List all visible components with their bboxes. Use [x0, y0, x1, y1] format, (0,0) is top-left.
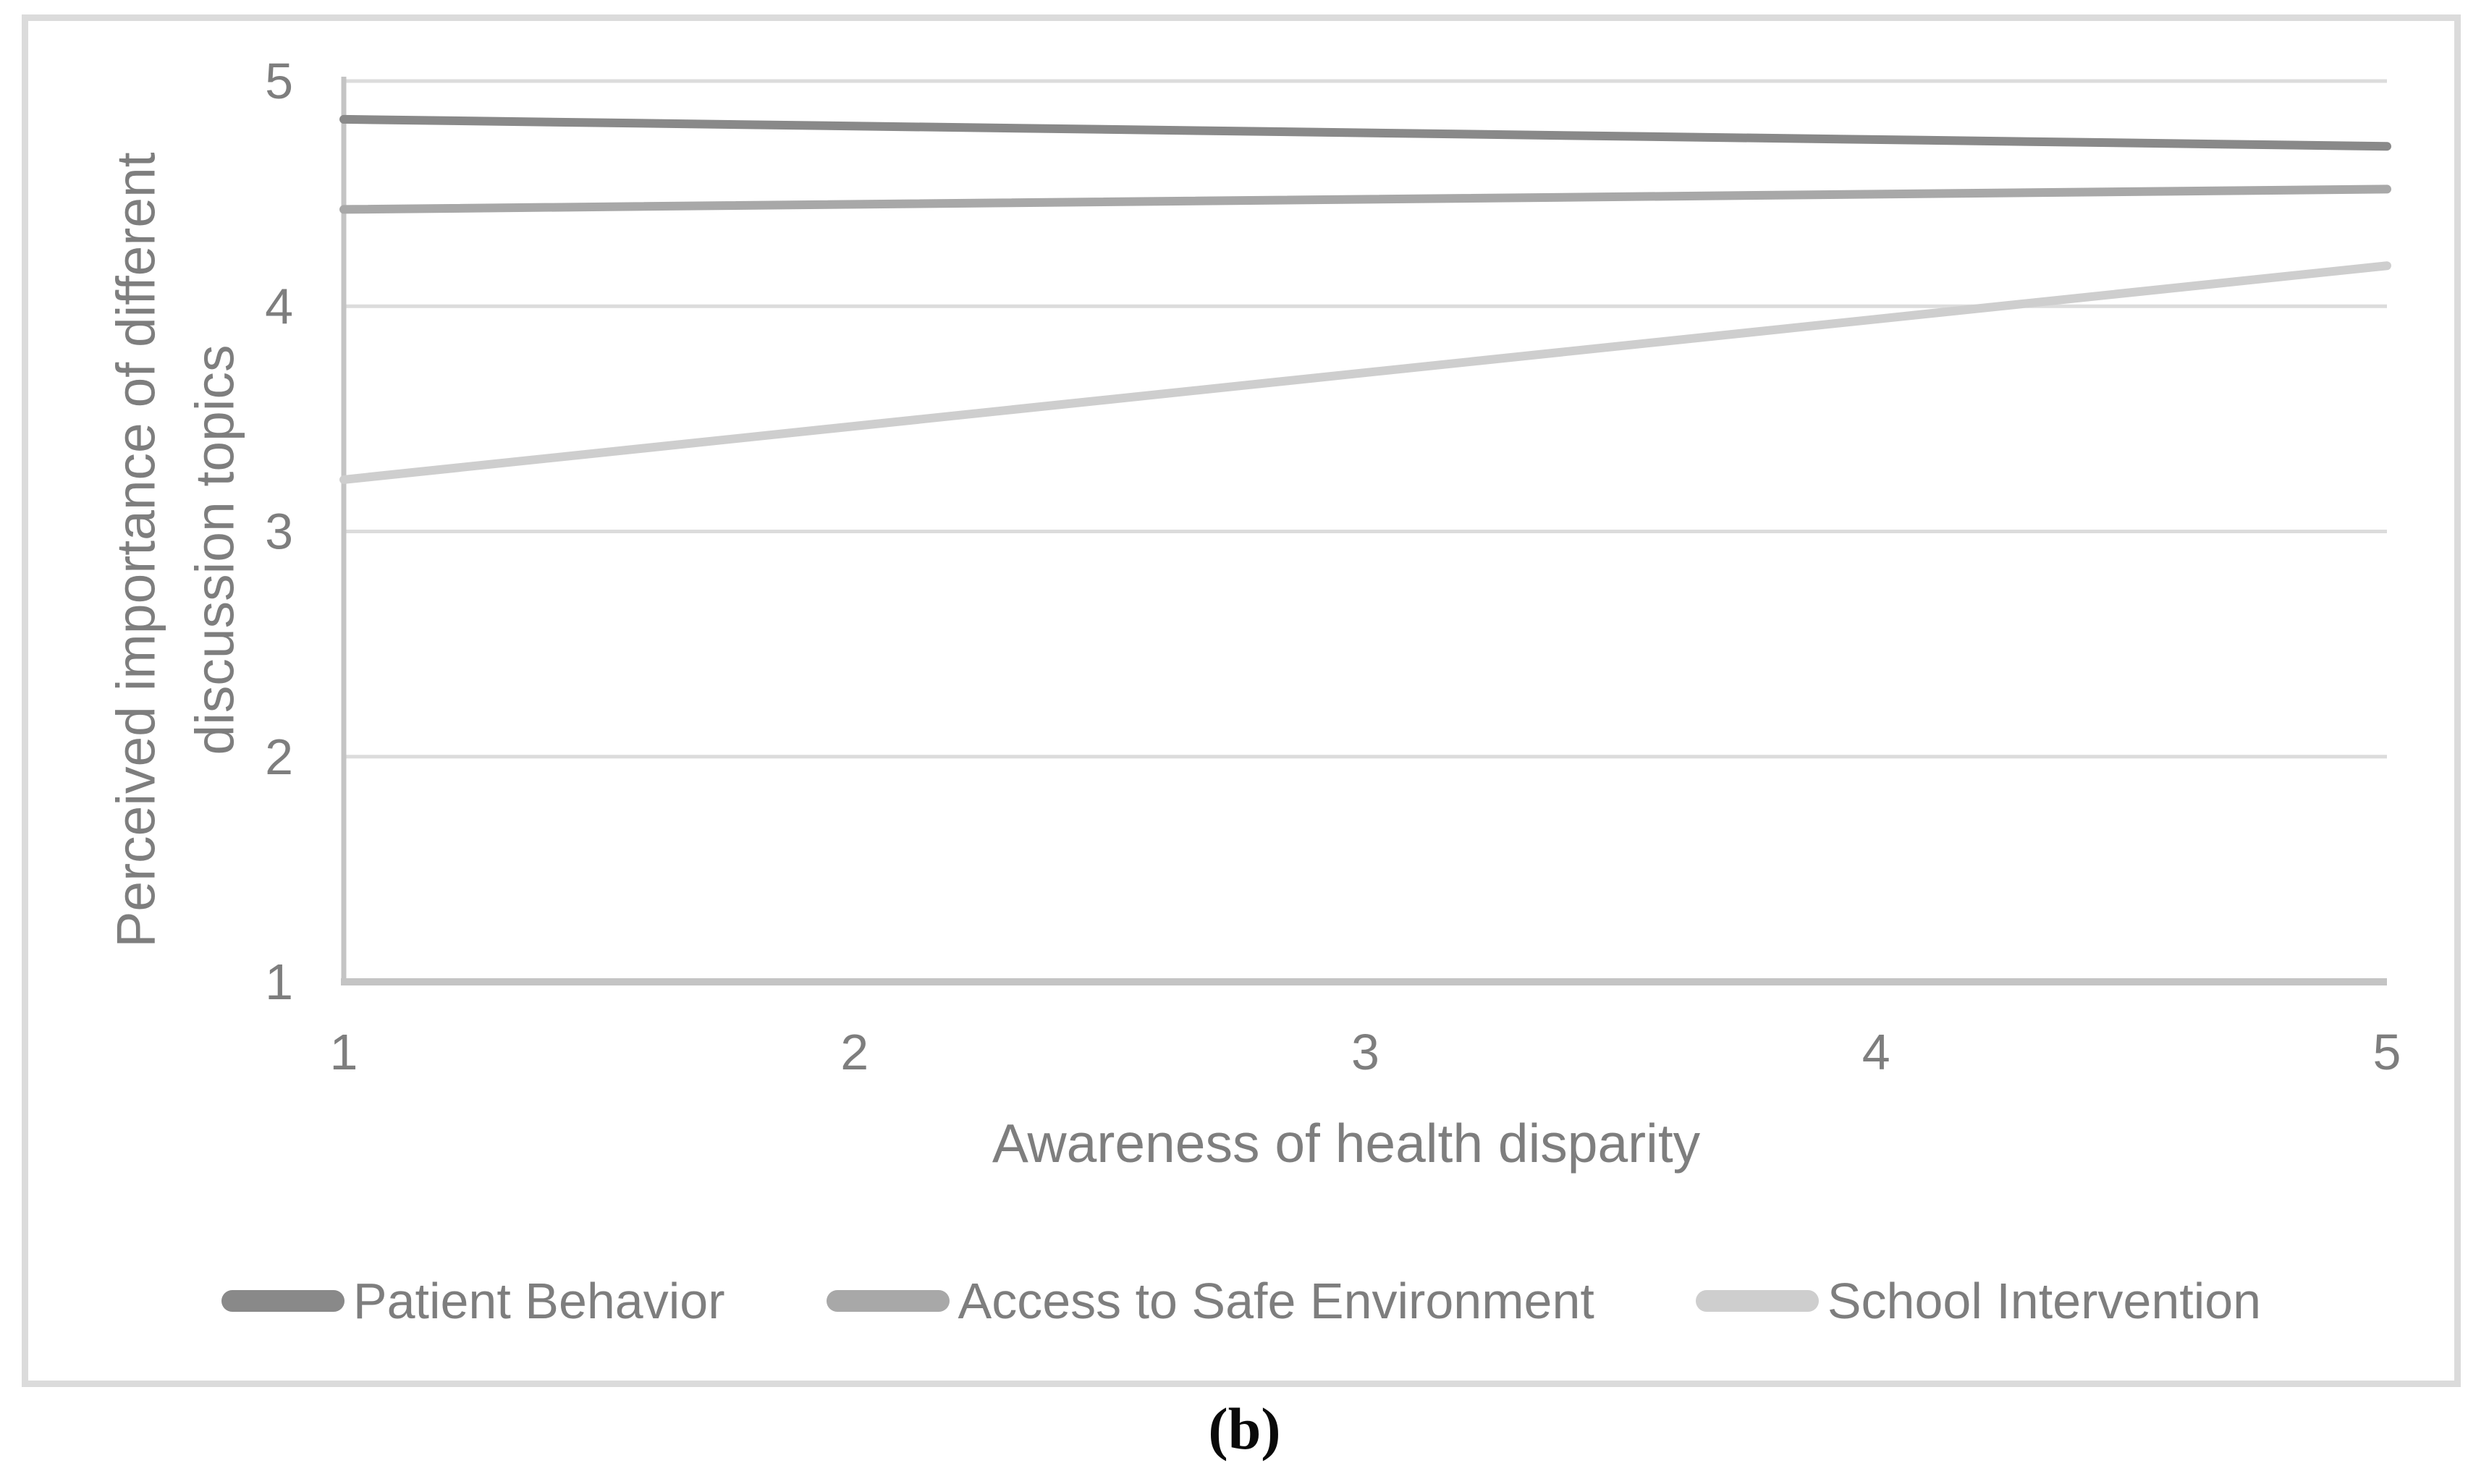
legend-line-swatch-icon	[1695, 1290, 1819, 1312]
legend-label: School Intervention	[1827, 1273, 2262, 1329]
y-tick-label: 4	[265, 278, 293, 334]
legend-item: Access to Safe Environment	[826, 1272, 1594, 1330]
y-tick-label: 1	[265, 954, 293, 1010]
y-tick-label: 5	[265, 53, 293, 109]
chart-legend: Patient Behavior Access to Safe Environm…	[22, 1272, 2461, 1330]
series-line	[339, 185, 2391, 214]
legend-line-swatch-icon	[221, 1290, 345, 1312]
legend-label: Access to Safe Environment	[958, 1273, 1594, 1329]
legend-item: Patient Behavior	[221, 1272, 725, 1330]
legend-line-swatch-icon	[826, 1290, 950, 1312]
series-line	[339, 261, 2391, 484]
y-tick-label: 2	[265, 729, 293, 785]
x-tick-label: 1	[330, 1024, 358, 1080]
x-axis-title: Awareness of health disparity	[992, 1113, 1701, 1174]
subfigure-caption: (b)	[1208, 1396, 1281, 1462]
x-tick-label: 5	[2373, 1024, 2401, 1080]
y-tick-label: 3	[265, 504, 293, 560]
x-tick-label: 2	[840, 1024, 869, 1080]
legend-label: Patient Behavior	[352, 1273, 725, 1329]
legend-item: School Intervention	[1695, 1272, 2262, 1330]
x-tick-label: 4	[1862, 1024, 1890, 1080]
y-axis-title: Perceived importance of different discus…	[105, 152, 245, 948]
x-tick-label: 3	[1351, 1024, 1379, 1080]
figure-border	[22, 14, 2461, 1387]
series-line	[339, 114, 2391, 151]
